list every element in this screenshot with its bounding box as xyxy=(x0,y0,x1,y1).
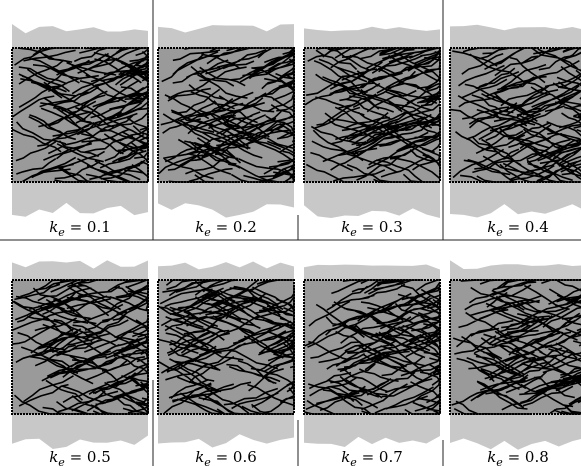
crack-zone-edge xyxy=(303,47,441,183)
crack-zone-edge xyxy=(157,279,295,415)
panel: ke = 0.2 xyxy=(157,24,295,239)
label-subscript: e xyxy=(58,226,65,239)
crack-zone-edge xyxy=(11,279,149,415)
label-symbol: k xyxy=(487,448,496,466)
label-value: = 0.5 xyxy=(65,448,111,466)
panel-label: ke = 0.7 xyxy=(341,448,403,466)
label-value: = 0.2 xyxy=(211,218,257,236)
label-symbol: k xyxy=(341,448,350,466)
panel-label: ke = 0.1 xyxy=(49,218,111,239)
label-value: = 0.3 xyxy=(357,218,403,236)
label-subscript: e xyxy=(350,226,357,239)
crack-zone-edge xyxy=(11,47,149,183)
label-subscript: e xyxy=(58,456,65,466)
panel: ke = 0.8 xyxy=(449,260,581,466)
label-subscript: e xyxy=(350,456,357,466)
panel: ke = 0.1 xyxy=(11,24,149,239)
label-value: = 0.1 xyxy=(65,218,111,236)
crack-zone-edge xyxy=(303,279,441,415)
label-symbol: k xyxy=(341,218,350,236)
label-value: = 0.8 xyxy=(503,448,549,466)
panel-label: ke = 0.6 xyxy=(195,448,257,466)
crack-zone-edge xyxy=(157,47,295,183)
label-symbol: k xyxy=(195,218,204,236)
label-symbol: k xyxy=(49,448,58,466)
panel: ke = 0.4 xyxy=(449,24,581,239)
label-value: = 0.4 xyxy=(503,218,549,236)
panel-label: ke = 0.3 xyxy=(341,218,403,239)
label-subscript: e xyxy=(496,226,503,239)
panel: ke = 0.3 xyxy=(303,26,441,239)
label-symbol: k xyxy=(195,448,204,466)
label-value: = 0.6 xyxy=(211,448,257,466)
panel-label: ke = 0.2 xyxy=(195,218,257,239)
label-symbol: k xyxy=(49,218,58,236)
label-value: = 0.7 xyxy=(357,448,403,466)
crack-zone-edge xyxy=(449,279,581,415)
panel-label: ke = 0.4 xyxy=(487,218,549,239)
panel-label: ke = 0.5 xyxy=(49,448,111,466)
crack-zone-edge xyxy=(449,47,581,183)
panel: ke = 0.6 xyxy=(157,261,295,466)
panel-label: ke = 0.8 xyxy=(487,448,549,466)
label-symbol: k xyxy=(487,218,496,236)
label-subscript: e xyxy=(204,456,211,466)
panel: ke = 0.7 xyxy=(303,264,441,466)
panel: ke = 0.5 xyxy=(11,260,149,466)
label-subscript: e xyxy=(204,226,211,239)
label-subscript: e xyxy=(496,456,503,466)
